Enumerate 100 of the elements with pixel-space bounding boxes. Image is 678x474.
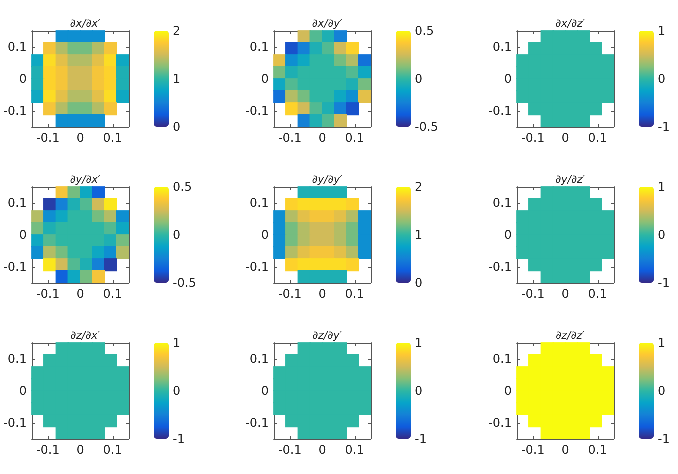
point xyxy=(310,270,323,284)
point xyxy=(116,378,130,392)
point xyxy=(358,246,372,260)
point xyxy=(116,234,130,248)
point xyxy=(44,258,57,272)
color-bar-label: 0 xyxy=(415,72,423,86)
y-tick-label: 0 xyxy=(261,228,269,242)
point xyxy=(552,426,566,440)
point xyxy=(358,402,372,416)
point xyxy=(601,402,614,416)
chart-title: ∂x/∂z′ xyxy=(556,17,586,30)
y-tick-label: 0 xyxy=(261,72,269,86)
color-bar-label: -1 xyxy=(658,276,670,290)
point xyxy=(552,270,566,284)
point xyxy=(334,270,348,284)
x-tick-label: 0.1 xyxy=(103,287,122,301)
color-bar-label: -1 xyxy=(173,432,185,446)
point xyxy=(346,414,360,428)
x-tick-label: 0 xyxy=(562,443,570,457)
point xyxy=(589,42,602,56)
y-tick-label: 0.1 xyxy=(8,196,27,210)
point xyxy=(56,426,69,440)
point xyxy=(68,270,81,284)
x-tick-label: 0.1 xyxy=(345,443,364,457)
point xyxy=(589,102,602,116)
x-tick-label: 0 xyxy=(562,131,570,145)
point xyxy=(601,234,614,248)
point xyxy=(601,390,614,404)
chart-title: ∂z/∂y′ xyxy=(312,329,343,342)
point xyxy=(298,270,311,284)
point xyxy=(552,114,566,128)
color-bar-label: 0 xyxy=(173,120,181,134)
y-tick-label: -0.1 xyxy=(488,104,512,118)
point xyxy=(92,186,106,200)
y-tick-label: 0.1 xyxy=(492,352,512,366)
x-tick-label: 0 xyxy=(76,287,84,301)
color-bar-label: 0 xyxy=(658,72,666,86)
chart-title: ∂y/∂x′ xyxy=(70,173,102,186)
color-bar-label: 0 xyxy=(173,384,181,398)
point xyxy=(104,258,118,272)
point xyxy=(358,222,372,236)
point xyxy=(577,426,590,440)
color-bar-label: -1 xyxy=(658,432,670,446)
y-tick-label: 0 xyxy=(19,228,27,242)
x-tick-label: -0.1 xyxy=(521,287,545,301)
point xyxy=(601,66,614,80)
point xyxy=(358,234,372,248)
x-tick-label: 0 xyxy=(76,443,84,457)
x-tick-label: -0.1 xyxy=(278,287,302,301)
color-bar-label: 0 xyxy=(658,228,666,242)
chart-title: ∂z/∂z′ xyxy=(556,329,586,342)
y-tick-label: -0.1 xyxy=(4,104,27,118)
point xyxy=(104,414,118,428)
chart-title: ∂x/∂x′ xyxy=(70,17,102,30)
point xyxy=(358,378,372,392)
point xyxy=(104,198,118,212)
point xyxy=(346,354,360,368)
color-bar-label: 1 xyxy=(173,336,181,350)
point xyxy=(346,42,360,56)
color-bar-label: 0 xyxy=(173,228,181,242)
y-tick-label: -0.1 xyxy=(488,416,512,430)
color-bar-label: 0 xyxy=(658,384,666,398)
color-bar-label: -0.5 xyxy=(415,120,438,134)
point xyxy=(358,210,372,224)
color-bar-label: -1 xyxy=(415,432,427,446)
chart-title: ∂x/∂y′ xyxy=(312,17,344,30)
point xyxy=(310,426,323,440)
y-tick-label: 0.1 xyxy=(492,40,512,54)
chart-title: ∂y/∂y′ xyxy=(312,173,344,186)
y-tick-label: -0.1 xyxy=(246,416,269,430)
point xyxy=(104,102,118,116)
y-tick-label: 0.1 xyxy=(8,352,27,366)
x-tick-label: -0.1 xyxy=(278,131,302,145)
point xyxy=(334,186,348,200)
point xyxy=(116,54,130,68)
point xyxy=(116,222,130,236)
y-tick-label: 0.1 xyxy=(250,40,269,54)
y-tick-label: 0.1 xyxy=(250,352,269,366)
point xyxy=(334,30,348,44)
point xyxy=(589,258,602,272)
point xyxy=(116,66,130,80)
x-tick-label: 0 xyxy=(562,287,570,301)
point xyxy=(577,270,590,284)
point xyxy=(577,114,590,128)
y-tick-label: -0.1 xyxy=(246,104,269,118)
point xyxy=(601,246,614,260)
color-bar-label: 1 xyxy=(415,336,423,350)
point xyxy=(56,114,69,128)
point xyxy=(286,258,299,272)
point xyxy=(116,210,130,224)
point xyxy=(68,426,81,440)
point xyxy=(528,102,542,116)
point xyxy=(92,426,106,440)
point xyxy=(44,414,57,428)
x-tick-label: 0.1 xyxy=(588,131,608,145)
point xyxy=(601,78,614,92)
point xyxy=(116,78,130,92)
x-tick-label: 0 xyxy=(318,287,326,301)
x-tick-label: -0.1 xyxy=(521,443,545,457)
point xyxy=(68,114,81,128)
